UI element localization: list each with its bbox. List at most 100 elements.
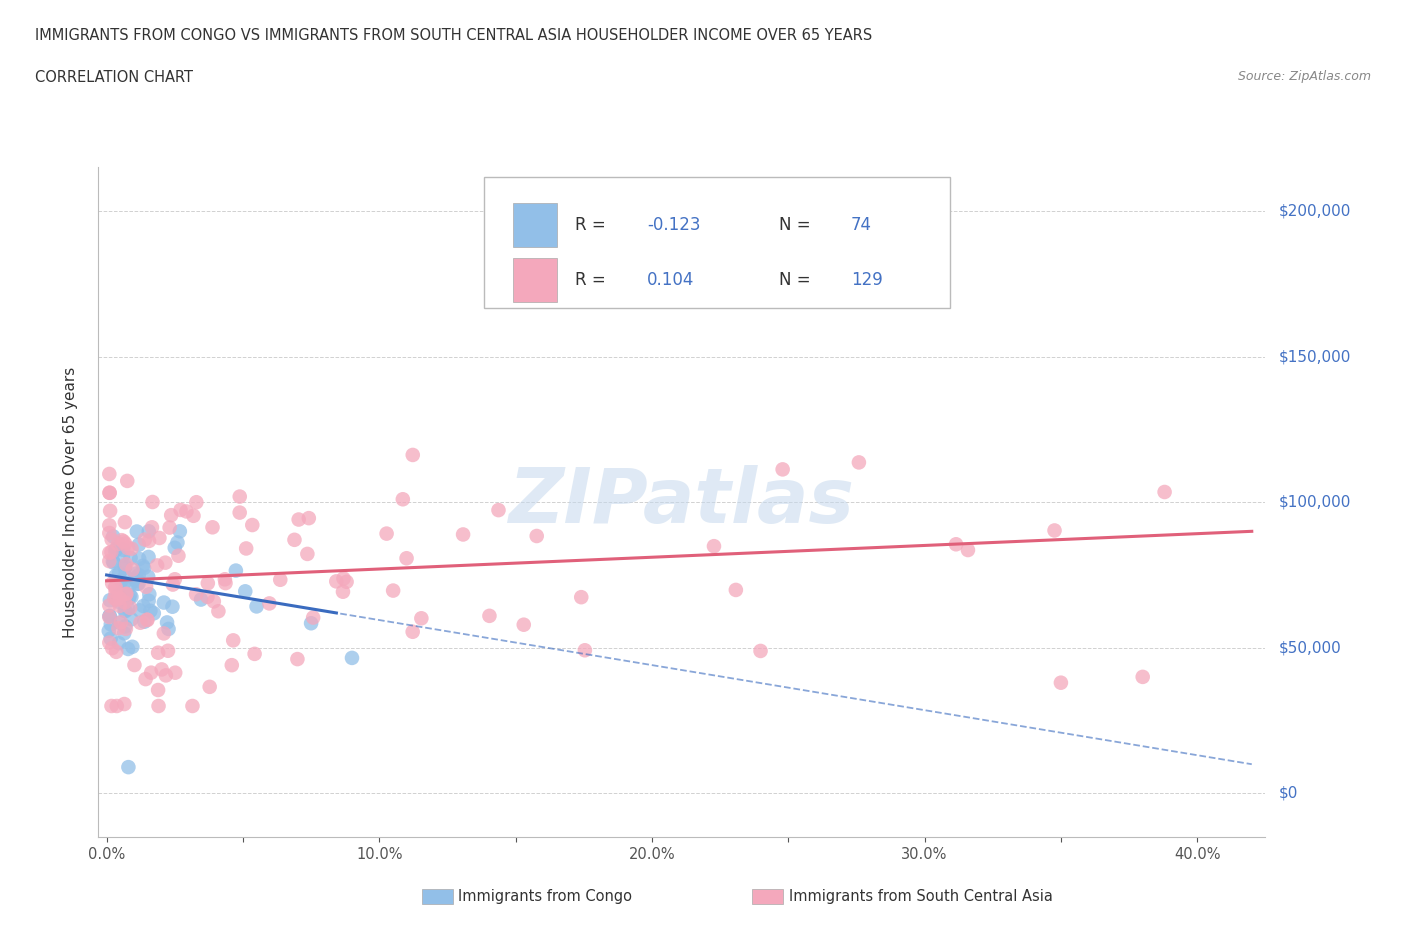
Point: [139, 604, 162, 618]
Point: [451, 527, 474, 542]
Text: ZIPatlas: ZIPatlas: [509, 465, 855, 539]
Point: [98, 485, 121, 500]
Point: [121, 639, 143, 654]
Point: [513, 618, 536, 632]
Point: [1043, 523, 1066, 538]
Point: [169, 524, 191, 538]
Point: [98, 635, 121, 650]
Point: [332, 584, 354, 599]
Point: [190, 592, 212, 607]
Point: [112, 576, 135, 591]
Point: [120, 590, 142, 604]
Point: [127, 573, 149, 588]
Point: [136, 613, 159, 628]
Point: [222, 633, 245, 648]
Point: [176, 504, 198, 519]
Point: [148, 698, 170, 713]
Text: $50,000: $50,000: [1279, 640, 1341, 656]
Point: [100, 545, 122, 560]
Point: [98, 518, 121, 533]
Point: [108, 616, 131, 631]
Text: $200,000: $200,000: [1279, 204, 1351, 219]
Point: [100, 532, 122, 547]
Point: [336, 575, 359, 590]
Point: [136, 612, 159, 627]
Point: [163, 572, 186, 587]
Point: [517, 247, 540, 262]
Point: [115, 621, 138, 636]
Point: [114, 568, 136, 583]
Point: [108, 565, 131, 580]
Point: [287, 652, 309, 667]
Point: [382, 583, 405, 598]
Point: [167, 549, 190, 564]
Text: CORRELATION CHART: CORRELATION CHART: [35, 70, 193, 85]
Text: Immigrants from Congo: Immigrants from Congo: [458, 889, 633, 904]
Point: [184, 587, 207, 602]
Point: [772, 462, 794, 477]
Point: [107, 537, 129, 551]
Point: [169, 502, 191, 517]
Point: [114, 537, 136, 551]
Point: [138, 524, 160, 538]
Point: [118, 588, 141, 603]
Point: [197, 576, 219, 591]
Point: [153, 626, 176, 641]
Text: 74: 74: [851, 216, 872, 234]
Point: [117, 601, 139, 616]
Point: [100, 698, 122, 713]
Point: [134, 615, 156, 630]
Text: 129: 129: [851, 272, 883, 289]
Text: Source: ZipAtlas.com: Source: ZipAtlas.com: [1237, 70, 1371, 83]
Point: [121, 541, 143, 556]
Point: [98, 545, 121, 560]
Point: [138, 550, 160, 565]
Point: [240, 518, 263, 533]
Point: [157, 621, 180, 636]
Point: [160, 508, 183, 523]
Text: -0.123: -0.123: [647, 216, 700, 234]
Point: [392, 492, 415, 507]
Point: [117, 540, 139, 555]
Point: [103, 591, 125, 605]
Point: [132, 561, 155, 576]
Point: [98, 467, 121, 482]
Point: [98, 592, 121, 607]
Point: [214, 576, 236, 591]
Point: [166, 535, 188, 550]
Point: [110, 574, 132, 589]
Point: [128, 567, 150, 582]
Point: [150, 662, 173, 677]
Bar: [513, 259, 557, 302]
Point: [104, 568, 127, 583]
Point: [488, 503, 510, 518]
Point: [340, 650, 363, 665]
Point: [120, 601, 142, 616]
Point: [103, 555, 125, 570]
Point: [112, 697, 135, 711]
Point: [526, 528, 548, 543]
Point: [114, 561, 136, 576]
Point: [108, 598, 131, 613]
Point: [101, 576, 124, 591]
Point: [128, 538, 150, 552]
Text: IMMIGRANTS FROM CONGO VS IMMIGRANTS FROM SOUTH CENTRAL ASIA HOUSEHOLDER INCOME O: IMMIGRANTS FROM CONGO VS IMMIGRANTS FROM…: [35, 28, 872, 43]
Point: [848, 455, 870, 470]
Point: [125, 525, 148, 539]
Point: [749, 644, 772, 658]
Point: [233, 584, 256, 599]
Point: [134, 532, 156, 547]
Point: [110, 615, 132, 630]
Point: [229, 489, 252, 504]
Point: [114, 604, 136, 618]
Bar: [513, 204, 557, 247]
Point: [108, 591, 131, 605]
Point: [124, 571, 146, 586]
Point: [1132, 670, 1154, 684]
Point: [135, 579, 157, 594]
Point: [117, 642, 139, 657]
Point: [146, 558, 169, 573]
Point: [107, 588, 129, 603]
Text: $100,000: $100,000: [1279, 495, 1351, 510]
Text: N =: N =: [779, 216, 815, 234]
